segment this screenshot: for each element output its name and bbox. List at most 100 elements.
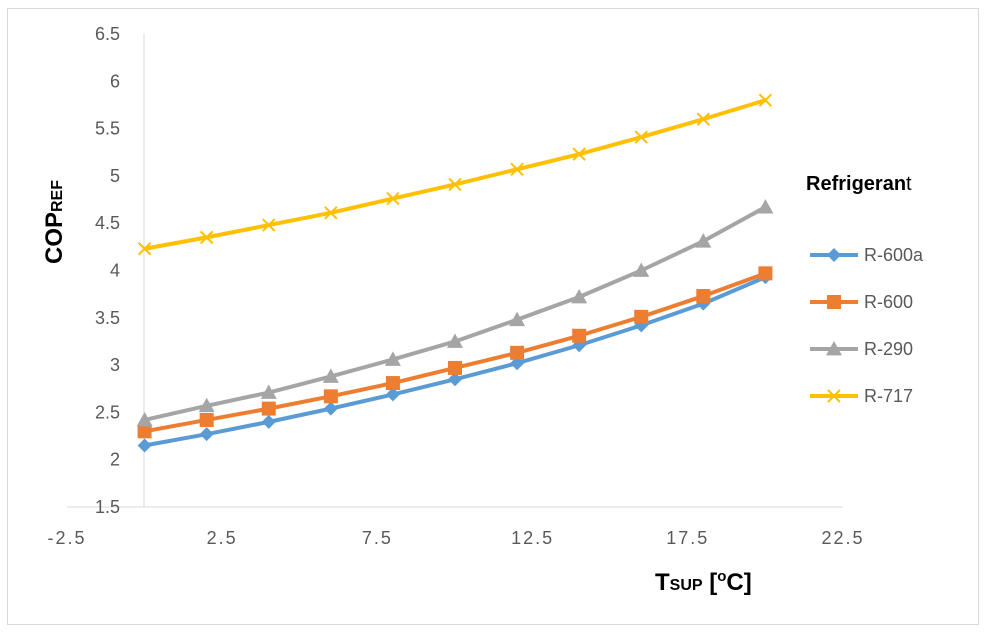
y-tick-label: 5 (110, 166, 120, 186)
y-tick-label: 6 (110, 71, 120, 91)
x-axis-title-unit-close: C] (726, 569, 751, 596)
data-point-r-600 (448, 360, 462, 375)
y-tick-label: 3 (110, 355, 120, 375)
legend-title-tail: t (906, 173, 912, 195)
x-tick-labels: -2.5 2.5 7.5 12.5 17.5 22.5 (47, 528, 864, 548)
data-point-r-600 (510, 345, 525, 360)
data-point-r-717 (386, 191, 400, 206)
data-point-r-717 (448, 177, 462, 192)
x-tick-label: 17.5 (666, 528, 709, 548)
y-tick-label: 3.5 (95, 308, 120, 328)
data-point-r-717 (324, 206, 338, 220)
legend-label-r-717: R-717 (864, 386, 913, 406)
data-point-r-717 (696, 112, 711, 126)
legend-item-r-290: R-290 (810, 339, 913, 359)
data-point-r-717-stroke-b (324, 206, 338, 220)
data-point-r-600 (696, 289, 711, 304)
data-point-r-600 (137, 424, 152, 439)
data-point-r-600a (199, 427, 214, 442)
y-tick-label: 1.5 (95, 497, 120, 517)
data-point-r-717-stroke-b (386, 191, 400, 206)
x-axis-title-sub: SUP (670, 577, 703, 594)
x-tick-label: 2.5 (207, 528, 238, 548)
data-point-r-717-stroke-b (199, 230, 214, 245)
x-axis-title: TSUP [oC] (655, 568, 752, 596)
data-point-r-717 (572, 147, 586, 161)
y-tick-label: 5.5 (95, 119, 120, 139)
data-point-r-600a (323, 401, 338, 416)
data-point-r-290 (384, 351, 401, 366)
data-point-r-717 (199, 230, 214, 245)
data-point-r-290 (695, 233, 712, 248)
x-tick-label: 7.5 (362, 528, 393, 548)
legend-item-r-600a: R-600a (810, 245, 924, 265)
data-point-r-600 (634, 309, 649, 324)
data-point-r-600 (323, 389, 338, 404)
y-tick-labels: 1.5 2 2.5 3 3.5 4 4.5 5 5.5 6 6.5 (95, 24, 120, 517)
data-point-r-600 (385, 376, 400, 391)
legend-swatch-marker-r-600a (827, 248, 841, 262)
y-axis-title: COPREF (41, 180, 68, 264)
legend-swatch-marker-r-600 (827, 295, 841, 309)
data-point-r-600 (572, 328, 587, 343)
data-point-r-717 (137, 242, 152, 256)
data-point-r-717 (510, 162, 524, 176)
x-axis-title-unit-open: [ (703, 569, 718, 596)
legend-label-r-600: R-600 (864, 292, 913, 312)
series-r-600 (137, 266, 773, 439)
series-line-r-600 (142, 271, 768, 434)
data-point-r-717 (758, 93, 773, 107)
data-point-r-290 (757, 199, 774, 214)
data-point-r-600a (385, 387, 400, 402)
legend-title-main: Refrigeran (806, 173, 906, 195)
legend-item-r-600: R-600 (810, 292, 913, 312)
data-point-r-600 (199, 412, 214, 427)
data-point-r-717-stroke-b (758, 93, 773, 107)
data-point-r-290 (198, 397, 215, 413)
axes (67, 34, 843, 508)
data-point-r-717 (634, 130, 648, 144)
legend: R-600a R-600 R-290 R-717 (810, 245, 924, 406)
x-axis-title-unit-sup: o (717, 568, 726, 585)
data-point-r-600 (261, 401, 276, 416)
data-point-r-290 (447, 333, 463, 348)
series-line-r-717 (142, 98, 768, 251)
data-point-r-717-stroke-b (696, 112, 711, 126)
data-point-r-717 (262, 218, 276, 232)
legend-label-r-600a: R-600a (864, 245, 924, 265)
data-point-r-290 (571, 288, 588, 304)
y-tick-label: 4.5 (95, 213, 120, 233)
data-point-r-290 (633, 262, 650, 277)
legend-swatch-marker-r-717-stroke-b (827, 389, 841, 403)
data-point-r-290 (136, 411, 153, 427)
x-tick-label: 22.5 (821, 528, 864, 548)
data-point-r-717-stroke-b (262, 218, 276, 232)
data-point-r-600a (261, 414, 276, 429)
data-point-r-290 (509, 311, 526, 327)
y-tick-label: 6.5 (95, 24, 120, 44)
legend-label-r-290: R-290 (864, 339, 913, 359)
legend-swatch-marker-r-717 (827, 389, 841, 403)
y-axis-title-sub: REF (49, 180, 66, 212)
data-point-r-600a (448, 372, 462, 387)
x-tick-label: -2.5 (47, 528, 86, 548)
series-layer (136, 93, 774, 453)
legend-title: Refrigerant (806, 173, 912, 195)
y-axis-title-main: COP (41, 212, 68, 264)
data-point-r-600 (758, 266, 773, 281)
data-point-r-600a (137, 438, 152, 453)
x-axis-title-main: T (655, 569, 670, 596)
y-tick-label: 2 (110, 450, 120, 470)
series-r-290 (136, 199, 774, 427)
series-r-717 (137, 93, 773, 256)
data-point-r-717-stroke-b (448, 177, 462, 192)
data-point-r-717-stroke-b (572, 147, 586, 161)
data-point-r-717-stroke-b (510, 162, 524, 176)
data-point-r-290 (322, 368, 339, 383)
data-point-r-290 (260, 384, 277, 399)
legend-item-r-717: R-717 (810, 386, 913, 406)
y-tick-label: 2.5 (95, 402, 120, 422)
y-tick-label: 4 (110, 261, 120, 281)
data-point-r-717-stroke-b (137, 242, 152, 256)
